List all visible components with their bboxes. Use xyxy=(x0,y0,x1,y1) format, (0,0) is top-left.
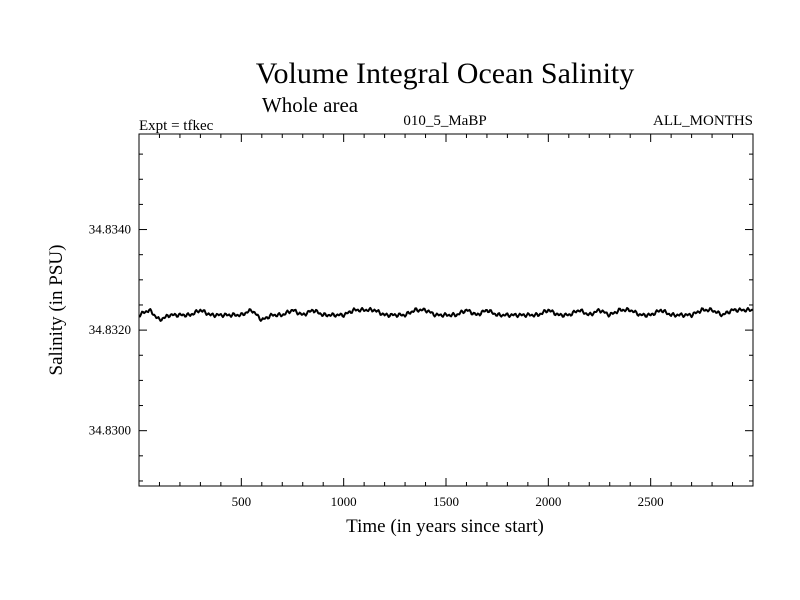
x-tick-label: 1500 xyxy=(433,494,459,509)
y-axis-label: Salinity (in PSU) xyxy=(46,245,67,376)
months-label: ALL_MONTHS xyxy=(653,113,753,129)
chart-title: Volume Integral Ocean Salinity xyxy=(256,57,635,90)
period-label: 010_5_MaBP xyxy=(403,113,486,129)
y-tick-label: 34.8300 xyxy=(89,423,131,438)
x-tick-label: 1000 xyxy=(331,494,357,509)
x-tick-label: 2000 xyxy=(535,494,561,509)
salinity-series-line xyxy=(138,306,754,322)
axis-tick-labels: 500 1000 1500 2000 2500 34.8300 34.8320 34.8340 xyxy=(89,222,664,509)
axis-ticks xyxy=(139,134,753,486)
y-tick-label: 34.8320 xyxy=(89,322,131,337)
experiment-label: Expt = tfkec xyxy=(139,118,214,134)
x-tick-label: 2500 xyxy=(638,494,664,509)
y-tick-label: 34.8340 xyxy=(89,222,131,237)
x-tick-label: 500 xyxy=(232,494,252,509)
x-axis-label: Time (in years since start) xyxy=(346,516,544,537)
chart-subtitle: Whole area xyxy=(262,93,359,117)
